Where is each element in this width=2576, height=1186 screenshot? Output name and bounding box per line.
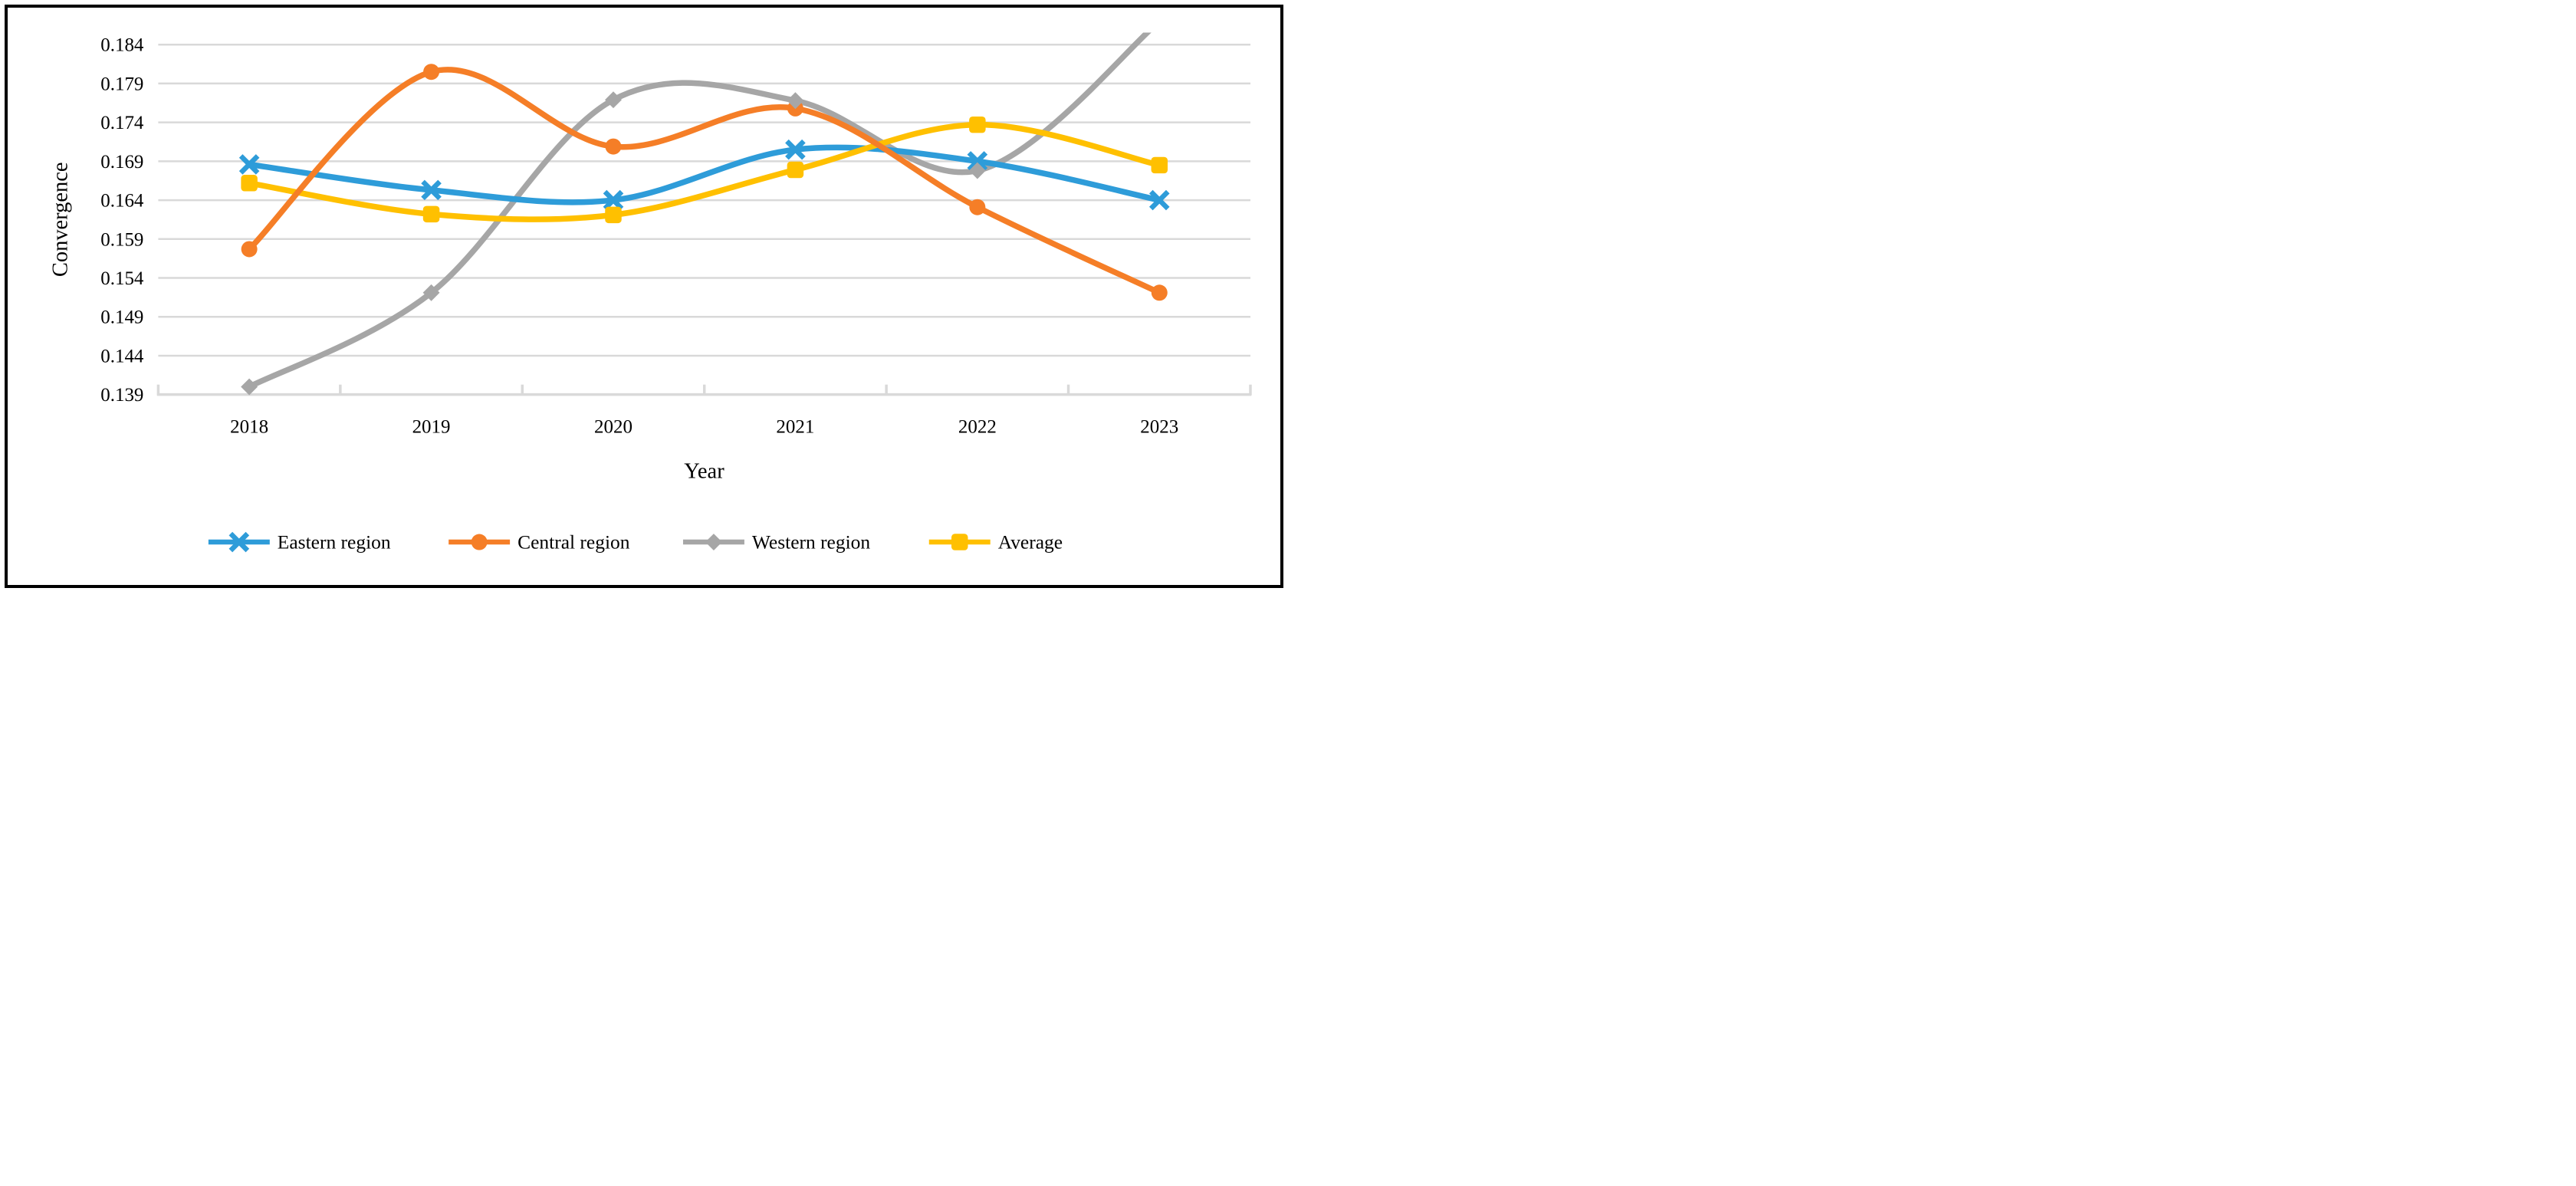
x-axis <box>156 384 1252 396</box>
series-line-western-region <box>248 32 1152 389</box>
square-marker <box>605 206 622 224</box>
legend-circle-marker <box>471 534 488 550</box>
circle-marker <box>969 199 986 215</box>
x-tick-label: 2019 <box>412 417 451 438</box>
square-marker <box>241 175 258 192</box>
legend-square-marker <box>951 534 968 550</box>
legend: Eastern region Central region Western re… <box>208 531 1063 554</box>
legend-diamond-marker <box>705 534 722 550</box>
x-marker <box>785 139 806 160</box>
y-tick-label: 0.139 <box>100 385 143 406</box>
legend-item-western-region <box>682 534 744 550</box>
x-axis-labels: 2018 2019 2020 2021 2022 2023 <box>230 417 1178 438</box>
legend-label-average: Average <box>998 531 1063 554</box>
series-line-eastern-region <box>248 144 1161 205</box>
x-tick-label: 2021 <box>776 417 814 438</box>
y-tick-label: 0.154 <box>100 268 144 289</box>
square-marker <box>969 116 986 133</box>
legend-markers <box>208 531 991 553</box>
y-tick-label: 0.184 <box>100 35 144 56</box>
y-tick-label: 0.179 <box>100 74 143 94</box>
legend-label-central-region: Central region <box>518 531 630 554</box>
square-marker <box>422 205 440 223</box>
y-tick-label: 0.169 <box>100 152 143 172</box>
legend-label-western-region: Western region <box>752 531 871 554</box>
legend-item-eastern-region <box>208 531 270 553</box>
square-marker <box>787 161 804 179</box>
chart-canvas: 0.184 0.179 0.174 0.169 0.164 0.159 0.154 0.149… <box>48 32 1252 554</box>
x-marker <box>238 154 260 175</box>
x-tick-label: 2022 <box>958 417 997 438</box>
x-marker <box>967 151 988 172</box>
y-axis-title: Convergence <box>48 162 72 277</box>
x-tick-label: 2020 <box>594 417 632 438</box>
legend-item-central-region <box>449 534 511 550</box>
x-marker <box>421 179 442 201</box>
series-markers-eastern-region <box>238 139 1170 211</box>
series-line-average <box>248 121 1161 222</box>
series-lines <box>247 32 1161 389</box>
x-marker <box>603 189 624 211</box>
legend-item-average <box>928 534 991 550</box>
y-axis-labels: 0.184 0.179 0.174 0.169 0.164 0.159 0.154 0.149… <box>100 35 144 406</box>
x-tick-label: 2018 <box>230 417 268 438</box>
y-tick-label: 0.149 <box>100 307 143 328</box>
legend-label-eastern-region: Eastern region <box>278 531 391 554</box>
line-chart-figure: 0.184 0.179 0.174 0.169 0.164 0.159 0.154 0.149… <box>0 0 1288 593</box>
legend-x-marker <box>228 531 250 553</box>
square-marker <box>1151 156 1168 174</box>
circle-marker <box>1151 284 1168 301</box>
series-markers-average <box>241 116 1168 224</box>
circle-marker <box>423 64 440 80</box>
y-tick-label: 0.164 <box>100 191 144 212</box>
series-line-central-region <box>247 67 1161 296</box>
x-axis-title: Year <box>684 460 724 484</box>
x-tick-label: 2023 <box>1140 417 1178 438</box>
circle-marker <box>605 138 622 155</box>
y-tick-label: 0.159 <box>100 229 143 250</box>
x-marker <box>1148 189 1170 211</box>
circle-marker <box>241 241 258 258</box>
y-tick-label: 0.174 <box>100 113 144 133</box>
y-tick-label: 0.144 <box>100 346 144 366</box>
